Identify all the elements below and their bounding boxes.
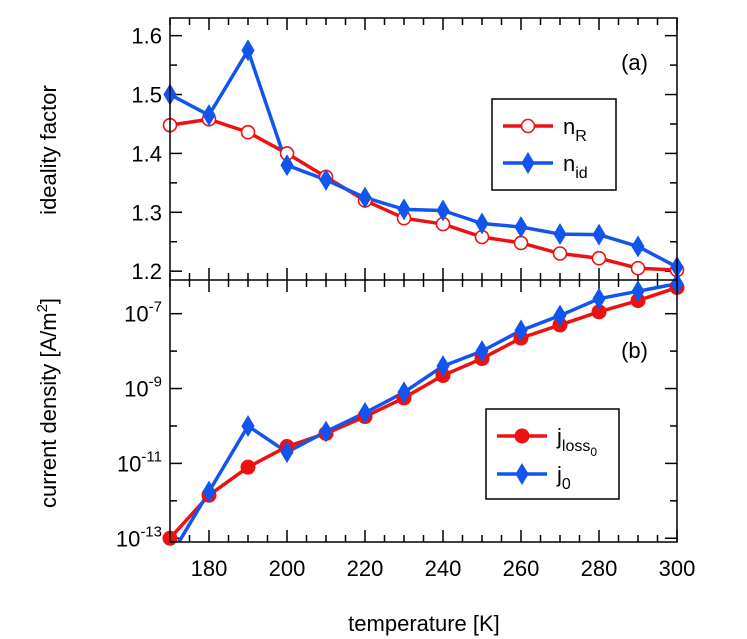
legend-label-j_0: j0	[556, 462, 571, 493]
data-point-n_id	[514, 216, 528, 238]
panel-b: 10-13 10-11 10-9 10-7 180 200 220 240 260 280 300…	[34, 272, 696, 581]
panel-b-ylabel-end: ]	[36, 298, 61, 304]
x-tick-label: 260	[503, 556, 540, 581]
x-tick-label: 180	[191, 556, 228, 581]
panel-b-ylabel-main: current density [A/m	[36, 312, 61, 508]
data-point-j_0	[553, 304, 567, 327]
legend-label-j_loss0: jloss0	[556, 424, 597, 459]
y-tick-label: 1.6	[131, 24, 162, 49]
data-point-j_loss0	[240, 459, 256, 475]
y-tick-label: 10-13	[116, 523, 162, 551]
data-point-j_0	[592, 287, 606, 310]
panel-b-xtick-labels: 180 200 220 240 260 280 300	[191, 556, 696, 581]
panel-a-ytick-labels: 1.2 1.3 1.4 1.5 1.6	[131, 24, 162, 285]
data-point-n_id	[631, 235, 645, 258]
data-point-j_0	[631, 280, 645, 303]
panel-a: 1.2 1.3 1.4 1.5 1.6 (a) nR nid ideality facto…	[36, 18, 685, 285]
data-point-n_id	[475, 212, 489, 235]
data-point-n_id	[241, 39, 255, 62]
data-point-n_R	[513, 235, 529, 251]
y-tick-label: 1.4	[131, 141, 162, 166]
legend-label-n_id: nid	[563, 151, 588, 182]
data-point-n_R	[630, 260, 646, 276]
data-point-j_0	[358, 401, 372, 424]
y-tick-label: 1.3	[131, 200, 162, 225]
y-tick-label: 1.5	[131, 83, 162, 108]
series-line-j_0	[176, 282, 677, 542]
panel-b-ylabel-sup: 2	[34, 304, 51, 312]
panel-a-markers	[162, 39, 685, 279]
data-point-n_id	[319, 168, 333, 191]
data-point-n_R	[240, 124, 256, 140]
data-point-n_id	[436, 199, 450, 222]
x-tick-label: 280	[581, 556, 618, 581]
x-tick-label: 240	[425, 556, 462, 581]
data-point-j_0	[514, 319, 528, 342]
legend-marker-n_id	[521, 152, 535, 174]
data-point-j_0	[436, 355, 450, 378]
y-tick-label: 1.2	[131, 259, 162, 284]
legend-label-n_R: nR	[563, 114, 587, 145]
x-tick-label: 220	[347, 556, 384, 581]
panel-b-ytick-labels: 10-13 10-11 10-9 10-7	[116, 299, 162, 552]
y-tick-label: 10-7	[124, 299, 162, 327]
data-point-n_id	[202, 104, 216, 127]
panel-b-label: (b)	[621, 338, 648, 363]
panel-b-markers	[162, 272, 685, 546]
data-point-n_id	[553, 223, 567, 246]
panel-b-ylabel: current density [A/m2]	[34, 298, 61, 508]
legend-marker-j_0	[515, 463, 529, 485]
panel-a-legend: nR nid	[491, 98, 617, 191]
y-tick-label: 10-9	[124, 374, 162, 402]
data-point-j_0	[241, 414, 255, 437]
panel-a-label: (a)	[621, 50, 648, 75]
legend-marker-j_loss0	[514, 428, 530, 444]
x-tick-label: 300	[659, 556, 696, 581]
data-point-j_0	[202, 480, 216, 503]
panel-a-legend-box	[491, 98, 617, 191]
data-point-n_id	[592, 223, 606, 246]
panel-a-ticks	[169, 18, 678, 280]
data-point-n_id	[280, 154, 294, 177]
data-point-j_0	[280, 441, 294, 464]
data-point-n_R	[552, 246, 568, 261]
legend-marker-n_R	[520, 118, 536, 134]
data-point-j_0	[475, 340, 489, 363]
y-tick-label: 10-11	[117, 448, 162, 476]
x-axis-title: temperature [K]	[348, 611, 500, 636]
data-point-n_id	[397, 198, 411, 221]
data-point-n_R	[591, 250, 607, 266]
panel-b-legend-box	[485, 408, 620, 500]
data-point-j_0	[319, 420, 333, 443]
data-point-n_id	[358, 186, 372, 209]
panel-a-ylabel: ideality factor	[36, 85, 61, 215]
x-tick-label: 200	[269, 556, 306, 581]
data-point-j_0	[397, 381, 411, 404]
